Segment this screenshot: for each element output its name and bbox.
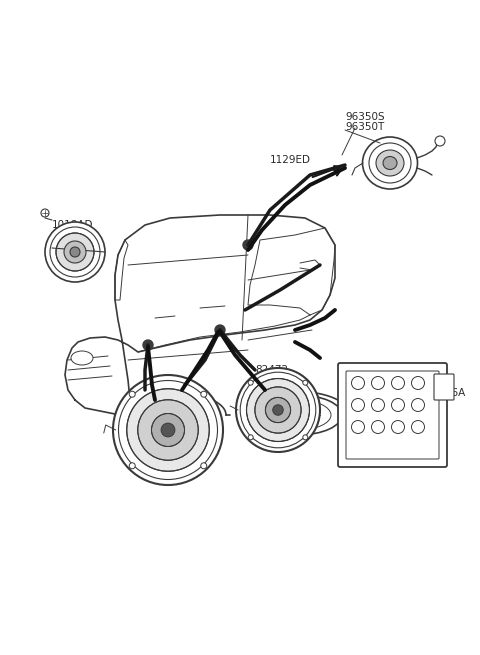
Text: 96301: 96301 xyxy=(255,375,288,385)
Ellipse shape xyxy=(129,391,135,397)
Ellipse shape xyxy=(383,157,397,170)
Ellipse shape xyxy=(248,380,253,385)
Ellipse shape xyxy=(152,413,184,447)
FancyBboxPatch shape xyxy=(346,371,439,459)
Ellipse shape xyxy=(236,368,320,452)
Ellipse shape xyxy=(303,435,308,440)
Ellipse shape xyxy=(201,391,207,397)
Ellipse shape xyxy=(70,247,80,257)
Ellipse shape xyxy=(411,377,424,390)
Ellipse shape xyxy=(161,423,175,437)
Ellipse shape xyxy=(265,400,331,430)
Ellipse shape xyxy=(129,463,135,469)
Ellipse shape xyxy=(127,389,209,471)
Text: 1129ED: 1129ED xyxy=(270,155,311,165)
Ellipse shape xyxy=(351,421,364,434)
Ellipse shape xyxy=(64,241,86,263)
Ellipse shape xyxy=(45,222,105,282)
Circle shape xyxy=(215,325,225,335)
FancyBboxPatch shape xyxy=(434,374,454,400)
Ellipse shape xyxy=(351,377,364,390)
Ellipse shape xyxy=(164,409,192,422)
FancyBboxPatch shape xyxy=(338,363,447,467)
Ellipse shape xyxy=(435,136,445,146)
Text: 96380D: 96380D xyxy=(355,430,396,440)
Text: 96340D: 96340D xyxy=(255,418,296,428)
Ellipse shape xyxy=(411,421,424,434)
Ellipse shape xyxy=(273,405,283,415)
Ellipse shape xyxy=(372,421,384,434)
Ellipse shape xyxy=(255,387,301,433)
Ellipse shape xyxy=(247,379,310,441)
Ellipse shape xyxy=(50,227,100,277)
Text: 84186A: 84186A xyxy=(425,388,465,398)
Text: 82472: 82472 xyxy=(255,365,288,375)
Ellipse shape xyxy=(119,381,217,479)
Ellipse shape xyxy=(376,150,404,176)
Circle shape xyxy=(41,209,49,217)
Ellipse shape xyxy=(201,463,207,469)
Ellipse shape xyxy=(240,372,316,448)
Text: 96350S: 96350S xyxy=(345,112,384,122)
Text: 96350T: 96350T xyxy=(345,122,384,132)
Ellipse shape xyxy=(392,421,405,434)
Ellipse shape xyxy=(362,137,418,189)
Ellipse shape xyxy=(372,398,384,411)
Ellipse shape xyxy=(137,396,219,434)
Ellipse shape xyxy=(392,398,405,411)
Ellipse shape xyxy=(303,380,308,385)
Text: 82472: 82472 xyxy=(138,388,171,398)
Ellipse shape xyxy=(369,143,411,183)
Ellipse shape xyxy=(71,351,93,365)
Ellipse shape xyxy=(283,408,313,422)
Ellipse shape xyxy=(372,377,384,390)
Ellipse shape xyxy=(248,435,253,440)
Text: 96340D: 96340D xyxy=(138,430,179,440)
Ellipse shape xyxy=(392,377,405,390)
Ellipse shape xyxy=(351,398,364,411)
Text: 96301: 96301 xyxy=(138,398,171,408)
Text: 1018AD: 1018AD xyxy=(52,220,94,230)
Ellipse shape xyxy=(148,401,208,429)
Ellipse shape xyxy=(138,400,198,460)
Text: 96320F: 96320F xyxy=(52,248,91,258)
Ellipse shape xyxy=(265,398,290,422)
Circle shape xyxy=(143,340,153,350)
Circle shape xyxy=(243,240,253,250)
Ellipse shape xyxy=(56,233,94,271)
Ellipse shape xyxy=(254,395,342,435)
Ellipse shape xyxy=(411,398,424,411)
Ellipse shape xyxy=(113,375,223,485)
